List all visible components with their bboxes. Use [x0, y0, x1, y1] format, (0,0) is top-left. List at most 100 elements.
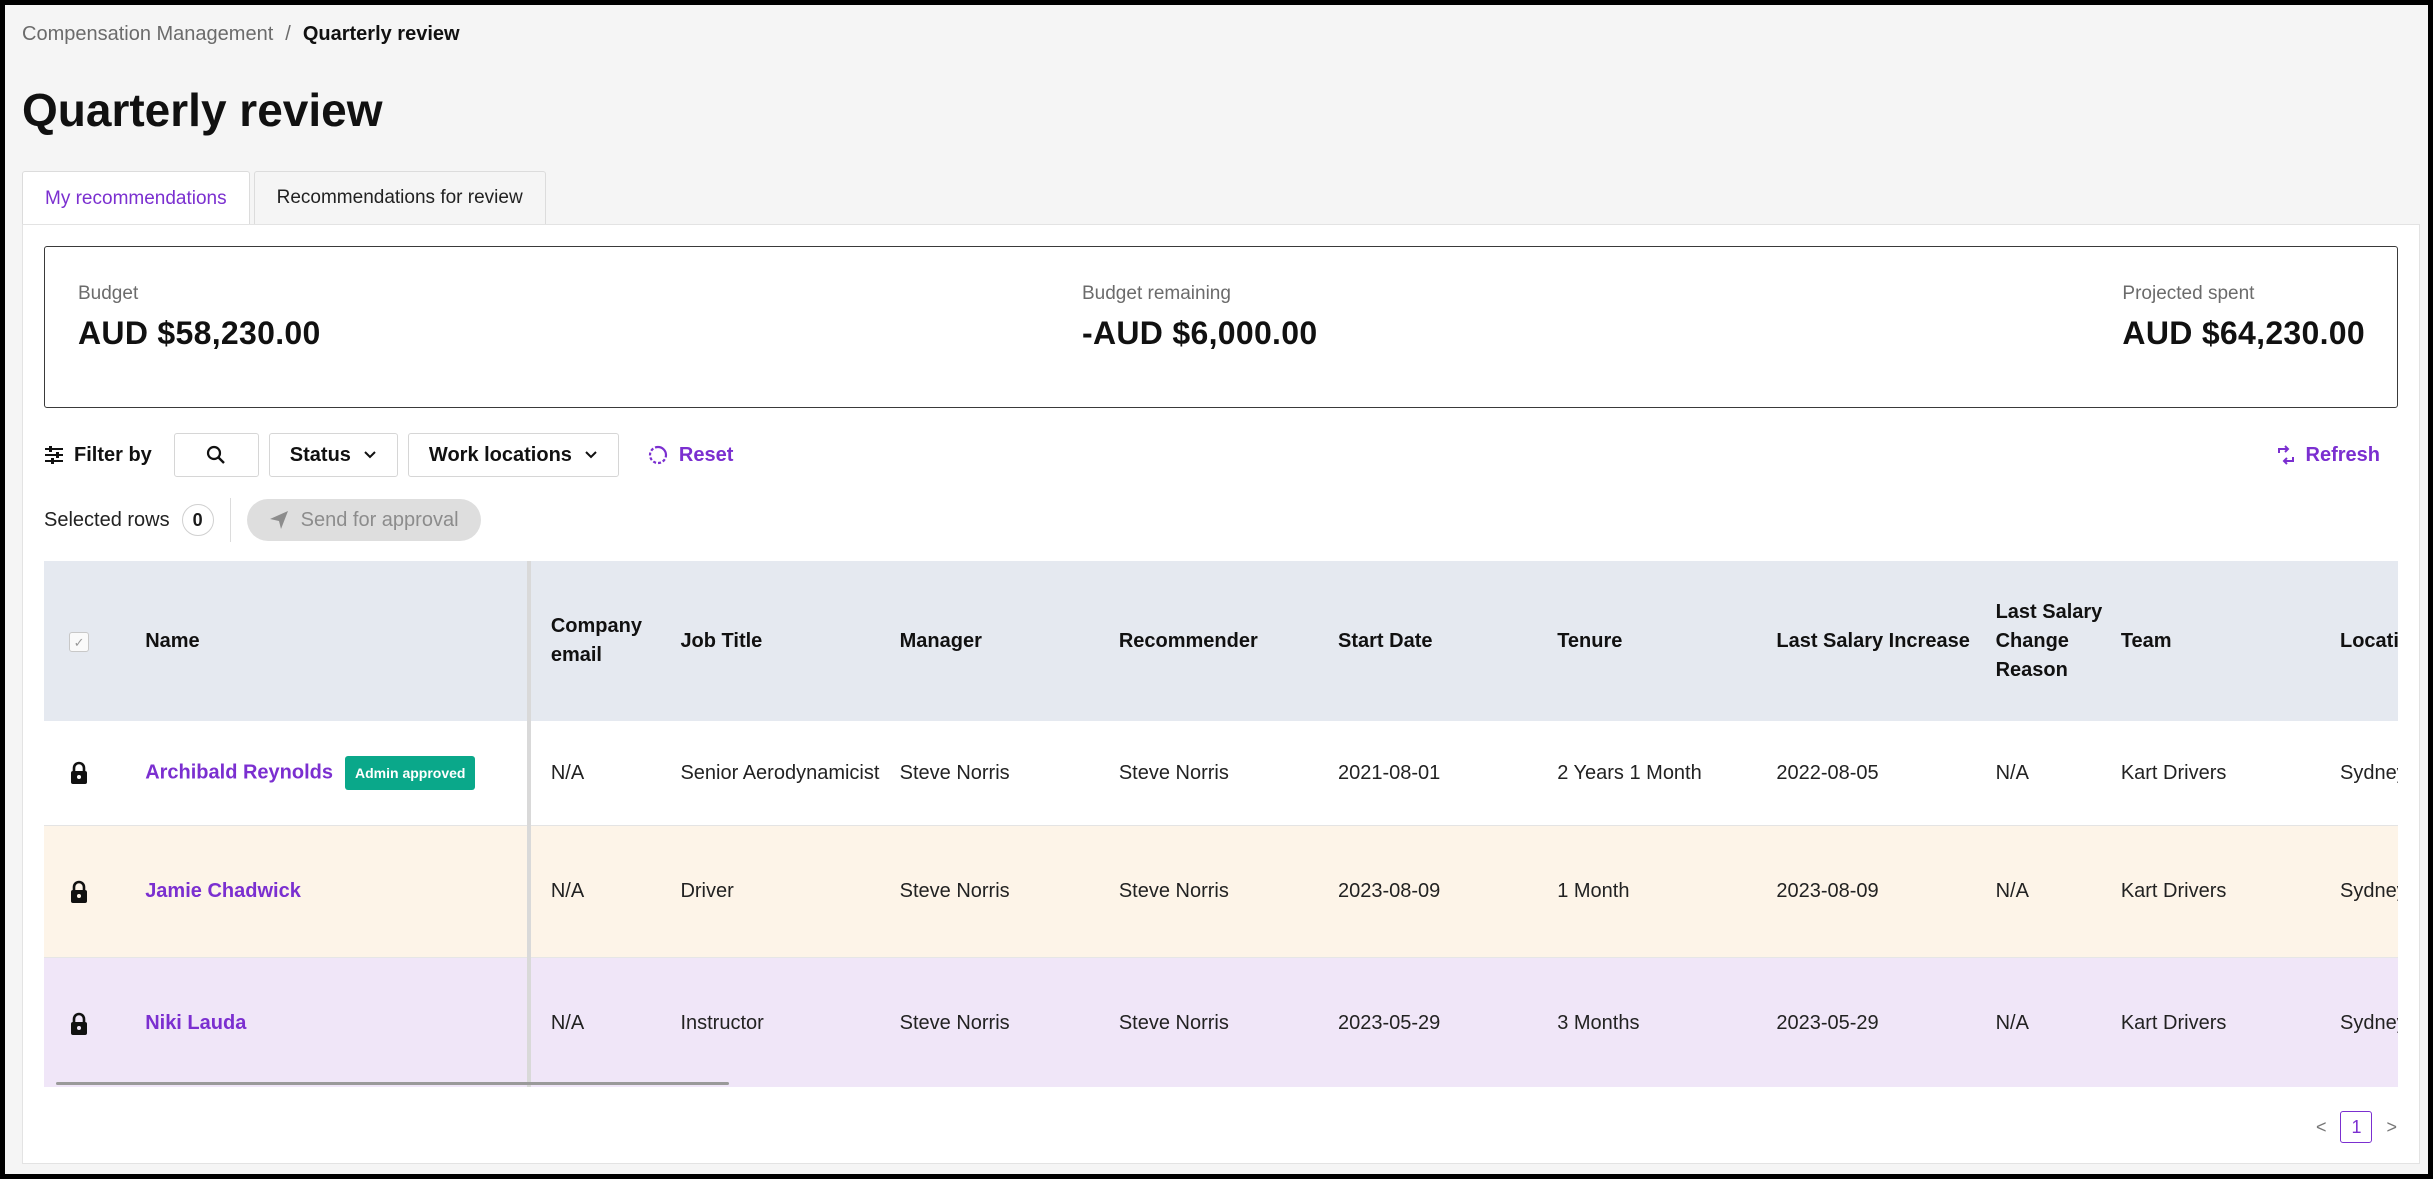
manager-cell: Steve Norris: [899, 761, 1010, 784]
search-icon: [207, 445, 226, 464]
tenure-cell: 3 Months: [1557, 1012, 1640, 1035]
change-reason-cell: N/A: [1995, 761, 2029, 784]
budget-summary-card: Budget AUD $58,230.00 Budget remaining -…: [44, 246, 2398, 408]
status-badge: Admin approved: [345, 755, 476, 790]
team-cell: Kart Drivers: [2120, 880, 2227, 902]
job-title-cell: Instructor: [680, 1012, 764, 1035]
chevron-down-icon: [364, 451, 376, 459]
tab-panel: Budget AUD $58,230.00 Budget remaining -…: [22, 224, 2420, 1164]
lock-cell: [44, 825, 114, 957]
selected-rows-count: 0: [181, 504, 214, 536]
team-cell: Kart Drivers: [2120, 761, 2227, 784]
budget-remaining-value: -AUD $6,000.00: [1082, 315, 1318, 351]
name-cell: Jamie Chadwick: [114, 825, 531, 957]
lock-icon: [71, 762, 88, 785]
table-header-row: ✓ Name Company email Job Title Manager R…: [44, 561, 2398, 721]
header-last-salary-increase[interactable]: Last Salary Increase: [1776, 629, 1970, 652]
breadcrumb-parent[interactable]: Compensation Management: [22, 23, 274, 45]
projected-spent-label: Projected spent: [2122, 283, 2255, 304]
email-cell: N/A: [550, 761, 585, 784]
header-job-title[interactable]: Job Title: [680, 629, 763, 652]
lock-icon: [71, 880, 88, 903]
recommender-cell: Steve Norris: [1118, 1012, 1229, 1035]
header-recommender[interactable]: Recommender: [1118, 629, 1258, 652]
recommendations-table: ✓ Name Company email Job Title Manager R…: [44, 561, 2398, 1087]
job-title-cell: Senior Aerodynamicist: [680, 761, 880, 784]
app-frame: Compensation Management / Quarterly revi…: [5, 5, 2428, 1174]
employee-name-link[interactable]: Jamie Chadwick: [145, 880, 301, 902]
header-company-email[interactable]: Company email: [550, 615, 642, 666]
lock-cell: [44, 721, 114, 825]
send-for-approval-button[interactable]: Send for approval: [246, 499, 481, 541]
header-team[interactable]: Team: [2120, 629, 2172, 652]
lock-icon: [71, 1012, 88, 1035]
start-date-cell: 2021-08-01: [1338, 761, 1441, 784]
last-salary-increase-cell: 2023-08-09: [1776, 880, 1879, 902]
recommender-cell: Steve Norris: [1118, 880, 1229, 902]
header-last-salary-change-reason[interactable]: Last Salary Change Reason: [1995, 600, 2103, 681]
header-location[interactable]: Location: [2340, 629, 2398, 652]
table-row[interactable]: Jamie Chadwick N/A Driver Steve Norris S…: [44, 825, 2398, 957]
manager-cell: Steve Norris: [899, 880, 1010, 902]
location-cell: Sydney: [2340, 880, 2398, 902]
selected-rows-label: Selected rows: [44, 508, 170, 531]
table-row[interactable]: Archibald Reynolds Admin approved N/A Sen…: [44, 721, 2398, 825]
filter-sliders-icon: [45, 446, 63, 464]
reset-icon: [648, 445, 668, 465]
budget-remaining-label: Budget remaining: [1082, 283, 1231, 304]
page-title: Quarterly review: [22, 84, 383, 136]
projected-spent-metric: Projected spent AUD $64,230.00: [2122, 283, 2365, 352]
team-cell: Kart Drivers: [2120, 1012, 2227, 1035]
change-reason-cell: N/A: [1995, 880, 2029, 902]
last-salary-increase-cell: 2022-08-05: [1776, 761, 1879, 784]
header-start-date[interactable]: Start Date: [1338, 629, 1433, 652]
tab-my-recommendations[interactable]: My recommendations: [22, 171, 250, 225]
email-cell: N/A: [550, 880, 585, 902]
budget-metric: Budget AUD $58,230.00: [78, 283, 321, 352]
employee-name-link[interactable]: Niki Lauda: [145, 1012, 247, 1035]
table-row[interactable]: Niki Lauda N/A Instructor Steve Norris S…: [44, 957, 2398, 1087]
reset-button[interactable]: Reset: [647, 444, 733, 467]
tab-recommendations-for-review[interactable]: Recommendations for review: [253, 171, 546, 224]
horizontal-scrollbar[interactable]: [56, 1082, 729, 1085]
filter-by: Filter by: [44, 444, 152, 467]
location-cell: Sydney: [2340, 761, 2398, 784]
reset-label: Reset: [678, 443, 734, 466]
select-all-checkbox[interactable]: ✓: [69, 632, 90, 652]
job-title-cell: Driver: [680, 880, 734, 902]
divider: [229, 498, 231, 542]
send-icon: [269, 511, 288, 529]
tab-bar: My recommendations Recommendations for r…: [22, 171, 546, 225]
budget-label: Budget: [78, 283, 139, 304]
work-locations-filter-dropdown[interactable]: Work locations: [407, 433, 619, 477]
previous-page-button[interactable]: <: [2315, 1116, 2327, 1137]
last-salary-increase-cell: 2023-05-29: [1776, 1012, 1879, 1035]
start-date-cell: 2023-05-29: [1338, 1012, 1441, 1035]
pagination: < 1 >: [2316, 1111, 2397, 1143]
page-number-button[interactable]: 1: [2340, 1111, 2373, 1143]
lock-cell: [44, 957, 114, 1087]
search-button[interactable]: [173, 433, 259, 477]
chevron-down-icon: [585, 451, 597, 459]
status-filter-label: Status: [289, 443, 351, 466]
send-for-approval-label: Send for approval: [300, 508, 459, 531]
refresh-label: Refresh: [2305, 443, 2380, 466]
work-locations-filter-label: Work locations: [428, 443, 572, 466]
header-name[interactable]: Name: [114, 561, 531, 721]
manager-cell: Steve Norris: [899, 1012, 1010, 1035]
change-reason-cell: N/A: [1995, 1012, 2029, 1035]
projected-spent-value: AUD $64,230.00: [2122, 315, 2365, 351]
refresh-icon: [2277, 445, 2294, 465]
status-filter-dropdown[interactable]: Status: [268, 433, 398, 477]
header-manager[interactable]: Manager: [899, 629, 982, 652]
location-cell: Sydney: [2340, 1012, 2398, 1035]
employee-name-link[interactable]: Archibald Reynolds: [145, 761, 333, 784]
name-cell: Niki Lauda: [114, 957, 531, 1087]
filter-bar: Filter by Status Work locations: [44, 433, 2398, 477]
budget-value: AUD $58,230.00: [78, 315, 321, 351]
name-cell: Archibald Reynolds Admin approved: [114, 721, 531, 825]
refresh-button[interactable]: Refresh: [2276, 433, 2380, 477]
header-tenure[interactable]: Tenure: [1557, 629, 1623, 652]
next-page-button[interactable]: >: [2386, 1116, 2397, 1137]
email-cell: N/A: [550, 1012, 585, 1035]
